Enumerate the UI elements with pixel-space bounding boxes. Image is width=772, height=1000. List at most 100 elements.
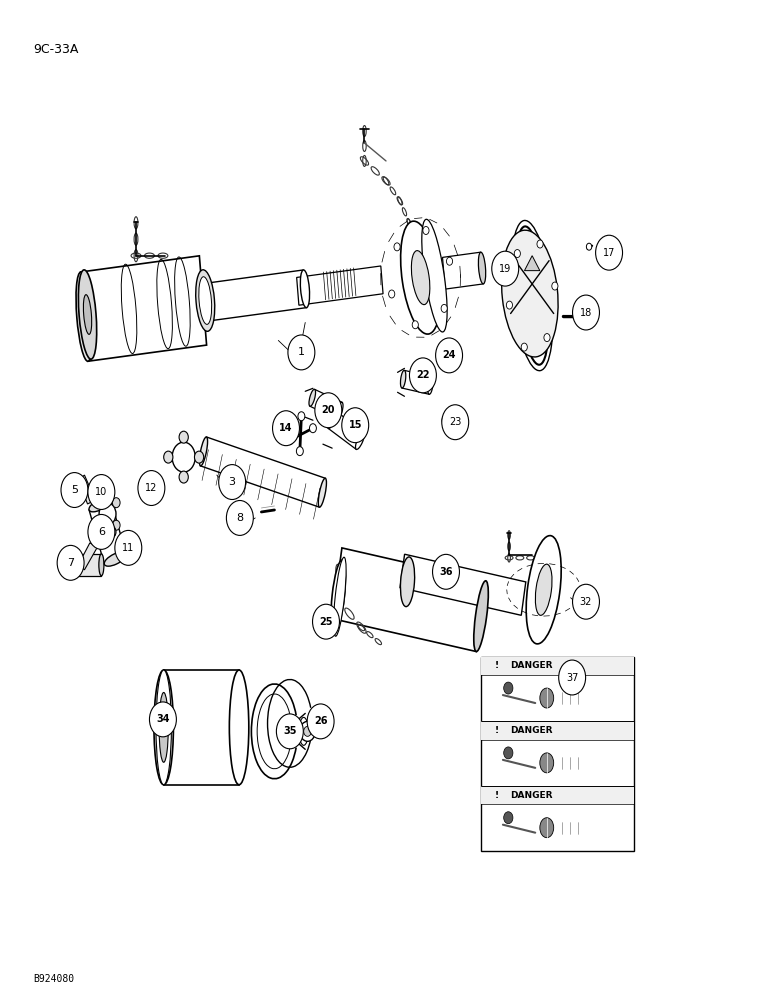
Ellipse shape	[527, 536, 561, 644]
Circle shape	[88, 514, 115, 549]
Text: 5: 5	[71, 485, 78, 495]
Ellipse shape	[154, 670, 174, 785]
Ellipse shape	[99, 503, 116, 525]
Ellipse shape	[502, 230, 558, 357]
Text: 26: 26	[314, 716, 327, 726]
Text: 17: 17	[603, 248, 615, 258]
Ellipse shape	[99, 554, 104, 576]
Text: 19: 19	[499, 264, 511, 274]
Ellipse shape	[506, 301, 513, 309]
Polygon shape	[332, 548, 486, 652]
Text: 3: 3	[229, 477, 235, 487]
Ellipse shape	[552, 282, 558, 290]
Ellipse shape	[540, 688, 554, 708]
Ellipse shape	[445, 344, 451, 353]
Circle shape	[276, 714, 303, 749]
Circle shape	[138, 471, 165, 505]
Ellipse shape	[401, 370, 406, 388]
Circle shape	[61, 473, 88, 507]
Circle shape	[273, 411, 300, 446]
Circle shape	[115, 530, 142, 565]
Circle shape	[226, 500, 253, 535]
Ellipse shape	[89, 498, 111, 512]
Text: 37: 37	[566, 673, 578, 683]
Ellipse shape	[401, 557, 415, 607]
Polygon shape	[296, 266, 383, 305]
Circle shape	[313, 604, 340, 639]
Ellipse shape	[107, 526, 116, 538]
Ellipse shape	[394, 243, 400, 251]
Ellipse shape	[156, 670, 171, 785]
Text: 8: 8	[236, 513, 243, 523]
Ellipse shape	[423, 226, 429, 234]
Text: 6: 6	[98, 527, 105, 537]
Ellipse shape	[444, 418, 448, 423]
Ellipse shape	[104, 552, 126, 566]
Ellipse shape	[327, 411, 337, 429]
Ellipse shape	[300, 270, 310, 308]
Ellipse shape	[331, 560, 346, 631]
Ellipse shape	[76, 272, 93, 361]
Circle shape	[409, 358, 436, 393]
Polygon shape	[201, 437, 325, 507]
Polygon shape	[81, 256, 207, 361]
Text: 14: 14	[279, 423, 293, 433]
Ellipse shape	[422, 219, 447, 332]
Polygon shape	[89, 500, 126, 564]
Ellipse shape	[411, 251, 430, 305]
Circle shape	[435, 338, 462, 373]
Polygon shape	[524, 256, 540, 271]
Ellipse shape	[68, 554, 73, 576]
Ellipse shape	[199, 277, 212, 324]
Ellipse shape	[544, 334, 550, 342]
Circle shape	[57, 545, 84, 580]
Ellipse shape	[196, 270, 215, 331]
Text: 10: 10	[95, 487, 107, 497]
Text: 7: 7	[67, 558, 74, 568]
Ellipse shape	[195, 451, 204, 463]
Bar	[482, 721, 634, 740]
Ellipse shape	[93, 490, 99, 498]
Circle shape	[596, 235, 622, 270]
Circle shape	[559, 660, 586, 695]
Polygon shape	[70, 554, 101, 576]
Ellipse shape	[479, 252, 486, 284]
Ellipse shape	[303, 726, 311, 736]
Polygon shape	[204, 270, 306, 321]
Polygon shape	[78, 475, 95, 504]
Ellipse shape	[299, 717, 308, 745]
Circle shape	[315, 393, 342, 428]
Text: 23: 23	[449, 417, 462, 427]
Circle shape	[88, 475, 115, 509]
Circle shape	[573, 295, 600, 330]
Ellipse shape	[296, 447, 303, 456]
Polygon shape	[442, 252, 483, 289]
Circle shape	[307, 704, 334, 739]
Bar	[482, 657, 634, 851]
Text: !: !	[495, 726, 499, 735]
Text: 20: 20	[322, 405, 335, 415]
Text: 11: 11	[122, 543, 134, 553]
Ellipse shape	[199, 437, 208, 466]
Ellipse shape	[521, 343, 527, 351]
Ellipse shape	[388, 290, 394, 298]
Ellipse shape	[474, 581, 489, 652]
Ellipse shape	[516, 226, 548, 365]
Bar	[482, 657, 634, 675]
Ellipse shape	[159, 692, 168, 762]
Ellipse shape	[334, 557, 346, 636]
Ellipse shape	[337, 402, 343, 419]
Ellipse shape	[172, 442, 195, 472]
Bar	[482, 786, 634, 804]
Polygon shape	[78, 543, 97, 570]
Ellipse shape	[503, 812, 513, 824]
Text: 15: 15	[348, 420, 362, 430]
Ellipse shape	[298, 412, 305, 421]
Circle shape	[573, 584, 600, 619]
Ellipse shape	[511, 220, 553, 371]
Text: 35: 35	[283, 726, 296, 736]
Text: B924080: B924080	[34, 974, 75, 984]
Ellipse shape	[503, 747, 513, 759]
Ellipse shape	[95, 498, 103, 508]
Circle shape	[342, 408, 369, 443]
